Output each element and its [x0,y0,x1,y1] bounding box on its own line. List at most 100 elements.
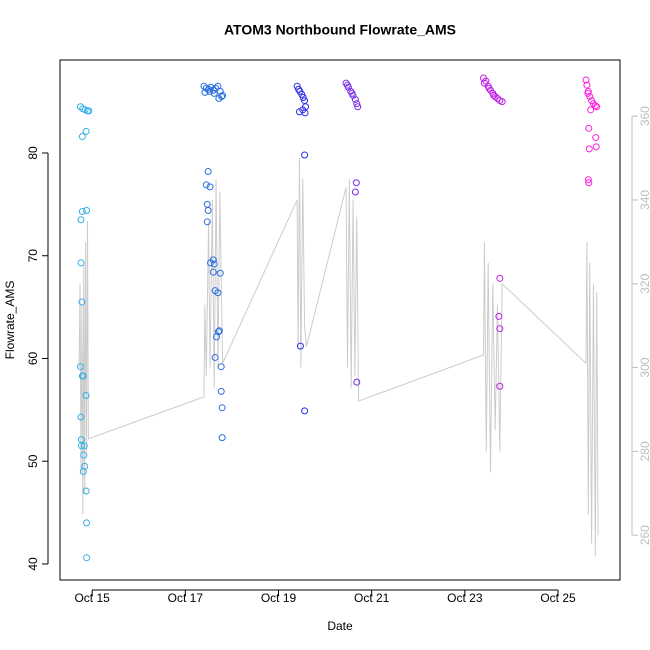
point [79,467,87,475]
point [204,207,212,215]
point [76,103,84,111]
point [496,382,504,390]
point [591,102,599,110]
point [585,179,593,187]
point [351,188,359,196]
point [78,208,86,216]
point [214,289,222,297]
point [485,84,493,92]
point [498,98,506,106]
point [216,269,224,277]
point [296,342,304,350]
point [209,256,217,264]
point [217,387,225,395]
point [218,404,226,412]
point [216,87,224,95]
point [582,76,590,84]
point [212,84,220,92]
point [592,143,600,151]
point [203,218,211,226]
point [83,519,91,527]
plot-frame [59,59,621,581]
point [348,89,356,97]
y-tick-label: 60 [26,351,40,365]
point [495,312,503,320]
point [353,378,361,386]
point [592,134,600,142]
point [213,333,221,341]
point [352,179,360,187]
point [210,260,218,268]
point [301,109,309,117]
x-tick-label: Oct 17 [168,591,204,605]
point [85,107,93,115]
point [80,451,88,459]
y-axis-label: Flowrate_AMS [3,281,17,360]
point [83,207,91,215]
point [490,91,498,99]
point [218,434,226,442]
point [347,87,355,95]
y2-tick-label: 320 [638,273,650,293]
point [203,200,211,208]
point [201,88,209,96]
point [204,167,212,175]
y2-tick-label: 340 [638,190,650,210]
y-tick-label: 40 [26,557,40,571]
point [80,442,88,450]
point [218,92,226,100]
point [206,87,214,95]
point [209,268,217,276]
point [210,89,218,97]
point [81,462,89,470]
y-tick-label: 80 [26,146,40,160]
point [77,413,85,421]
point [77,216,85,224]
point [301,407,309,415]
y2-tick-label: 260 [638,525,650,545]
point [496,274,504,282]
point [76,363,84,371]
point [82,127,90,135]
point [496,325,504,333]
point [587,106,595,114]
x-tick-label: Oct 19 [261,591,297,605]
point [585,145,593,153]
point [353,100,361,108]
x-tick-label: Oct 15 [74,591,110,605]
point [301,151,309,159]
point [202,181,210,189]
point [83,554,91,562]
x-axis-label: Date [327,619,353,633]
point [480,79,488,87]
point [77,259,85,267]
point [206,183,214,191]
point [77,442,85,450]
point [215,327,223,335]
point [78,133,86,141]
point [343,81,351,89]
point [491,92,499,100]
x-tick-label: Oct 21 [354,591,390,605]
x-tick-label: Oct 25 [540,591,576,605]
point [585,124,593,132]
point [354,103,362,111]
y2-tick-label: 300 [638,357,650,377]
y2-tick-label: 280 [638,441,650,461]
point [584,89,592,97]
point [217,363,225,371]
point [78,298,86,306]
point [295,85,303,93]
y2-tick-label: 360 [638,106,650,126]
y-tick-label: 50 [26,454,40,468]
chart-title: ATOM3 Northbound Flowrate_AMS [224,22,456,38]
point [82,487,90,495]
point [79,372,87,380]
line [78,158,599,557]
x-tick-label: Oct 23 [447,591,483,605]
point [593,103,601,111]
point [342,79,350,87]
point [209,86,217,94]
